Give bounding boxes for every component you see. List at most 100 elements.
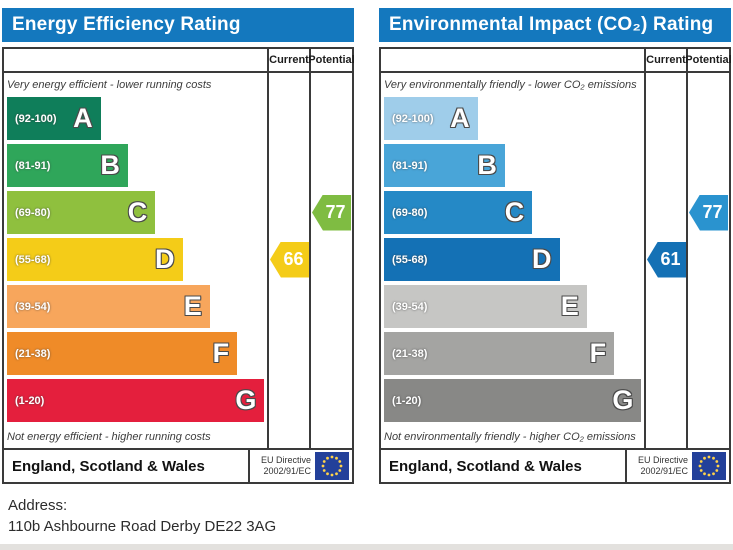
band-letter: B bbox=[477, 150, 497, 180]
band-range: (55-68) bbox=[15, 253, 51, 266]
band-letter: G bbox=[612, 385, 634, 415]
band-range: (21-38) bbox=[392, 347, 428, 360]
band-range: (55-68) bbox=[392, 253, 428, 266]
bottom-caption: Not energy efficient - higher running co… bbox=[7, 431, 211, 443]
band-letter: E bbox=[183, 291, 202, 321]
band-letter: B bbox=[100, 150, 120, 180]
energy-efficiency-panel: Energy Efficiency Rating Current Potenti… bbox=[2, 8, 355, 484]
potential-rating-value: 77 bbox=[325, 202, 346, 222]
band-letter: D bbox=[155, 244, 175, 274]
band-row: (21-38) F bbox=[7, 332, 267, 379]
current-column-header: Current bbox=[644, 49, 686, 71]
band-row: (39-54) E bbox=[7, 285, 267, 332]
band-range: (39-54) bbox=[392, 300, 428, 313]
top-caption: Very environmentally friendly - lower CO… bbox=[384, 79, 637, 91]
current-rating-value: 66 bbox=[283, 249, 304, 269]
potential-column-header: Potential bbox=[308, 49, 355, 71]
band-g: (1-20) G bbox=[384, 379, 642, 422]
band-row: (92-100) A bbox=[384, 97, 644, 144]
current-column: 66 bbox=[267, 73, 309, 448]
current-rating-marker: 61 bbox=[647, 241, 686, 278]
current-column: 61 bbox=[644, 73, 686, 448]
band-range: (92-100) bbox=[15, 112, 57, 125]
address-label: Address: bbox=[8, 497, 68, 514]
eu-flag-icon bbox=[315, 452, 349, 480]
chart-body: Very energy efficient - lower running co… bbox=[4, 73, 352, 448]
band-letter: E bbox=[560, 291, 579, 321]
band-letter: F bbox=[212, 338, 230, 368]
environmental-impact-panel: Environmental Impact (CO₂) Rating Curren… bbox=[379, 8, 732, 484]
band-range: (92-100) bbox=[392, 112, 434, 125]
bottom-edge-strip bbox=[0, 544, 733, 550]
band-a: (92-100) A bbox=[384, 97, 478, 140]
band-range: (69-80) bbox=[392, 206, 428, 219]
band-letter: C bbox=[127, 197, 148, 227]
energy-efficiency-title: Energy Efficiency Rating bbox=[2, 8, 354, 42]
band-row: (39-54) E bbox=[384, 285, 644, 332]
band-range: (81-91) bbox=[15, 159, 51, 172]
band-c: (69-80) C bbox=[7, 191, 156, 234]
band-f: (21-38) F bbox=[7, 332, 238, 375]
band-letter: F bbox=[589, 338, 607, 368]
band-range: (1-20) bbox=[15, 394, 45, 407]
band-letter: D bbox=[532, 244, 552, 274]
potential-rating-value: 77 bbox=[702, 202, 723, 222]
eu-directive-cell: EU Directive 2002/91/EC bbox=[248, 450, 352, 482]
band-column: Very environmentally friendly - lower CO… bbox=[381, 73, 644, 448]
band-row: (69-80) C bbox=[7, 191, 267, 238]
eu-directive-label: EU Directive 2002/91/EC bbox=[637, 454, 688, 476]
band-e: (39-54) E bbox=[384, 285, 587, 328]
blank-header-cell bbox=[381, 49, 644, 71]
band-f: (21-38) F bbox=[384, 332, 615, 375]
chart-body: Very environmentally friendly - lower CO… bbox=[381, 73, 729, 448]
address-block: Address: 110b Ashbourne Road Derby DE22 … bbox=[8, 495, 733, 537]
band-row: (1-20) G bbox=[384, 379, 644, 426]
band-d: (55-68) D bbox=[7, 238, 183, 281]
band-d: (55-68) D bbox=[384, 238, 560, 281]
column-header-row: Current Potential bbox=[381, 49, 732, 73]
blank-header-cell bbox=[4, 49, 267, 71]
potential-column: 77 bbox=[686, 73, 729, 448]
potential-column: 77 bbox=[309, 73, 352, 448]
bottom-caption: Not environmentally friendly - higher CO… bbox=[384, 431, 636, 443]
band-range: (21-38) bbox=[15, 347, 51, 360]
band-row: (81-91) B bbox=[7, 144, 267, 191]
band-range: (39-54) bbox=[15, 300, 51, 313]
eu-directive-label: EU Directive 2002/91/EC bbox=[260, 454, 311, 476]
band-row: (55-68) D bbox=[384, 238, 644, 285]
top-caption: Very energy efficient - lower running co… bbox=[7, 79, 212, 91]
band-column: Very energy efficient - lower running co… bbox=[4, 73, 267, 448]
band-g: (1-20) G bbox=[7, 379, 265, 422]
band-row: (69-80) C bbox=[384, 191, 644, 238]
band-range: (69-80) bbox=[15, 206, 51, 219]
band-letter: C bbox=[504, 197, 525, 227]
column-header-row: Current Potential bbox=[4, 49, 355, 73]
region-label: England, Scotland & Wales bbox=[12, 457, 205, 475]
band-b: (81-91) B bbox=[384, 144, 505, 187]
eu-flag-icon bbox=[692, 452, 726, 480]
potential-rating-marker: 77 bbox=[312, 194, 351, 231]
eu-directive-cell: EU Directive 2002/91/EC bbox=[625, 450, 729, 482]
band-a: (92-100) A bbox=[7, 97, 101, 140]
chart-footer: England, Scotland & Wales EU Directive 2… bbox=[381, 448, 729, 482]
environmental-impact-title: Environmental Impact (CO₂) Rating bbox=[379, 8, 731, 42]
region-label: England, Scotland & Wales bbox=[389, 457, 582, 475]
current-rating-value: 61 bbox=[660, 249, 681, 269]
band-range: (81-91) bbox=[392, 159, 428, 172]
current-rating-marker: 66 bbox=[270, 241, 309, 278]
band-row: (1-20) G bbox=[7, 379, 267, 426]
band-row: (81-91) B bbox=[384, 144, 644, 191]
potential-rating-marker: 77 bbox=[689, 194, 728, 231]
current-column-header: Current bbox=[267, 49, 309, 71]
epc-charts: Energy Efficiency Rating Current Potenti… bbox=[2, 8, 732, 484]
energy-efficiency-chart: Current Potential Very energy efficient … bbox=[2, 47, 355, 484]
band-row: (55-68) D bbox=[7, 238, 267, 285]
band-row: (21-38) F bbox=[384, 332, 644, 379]
band-letter: G bbox=[235, 385, 257, 415]
address-value: 110b Ashbourne Road Derby DE22 3AG bbox=[8, 518, 277, 535]
band-letter: A bbox=[450, 103, 470, 133]
band-row: (92-100) A bbox=[7, 97, 267, 144]
band-b: (81-91) B bbox=[7, 144, 128, 187]
band-e: (39-54) E bbox=[7, 285, 210, 328]
band-letter: A bbox=[73, 103, 93, 133]
